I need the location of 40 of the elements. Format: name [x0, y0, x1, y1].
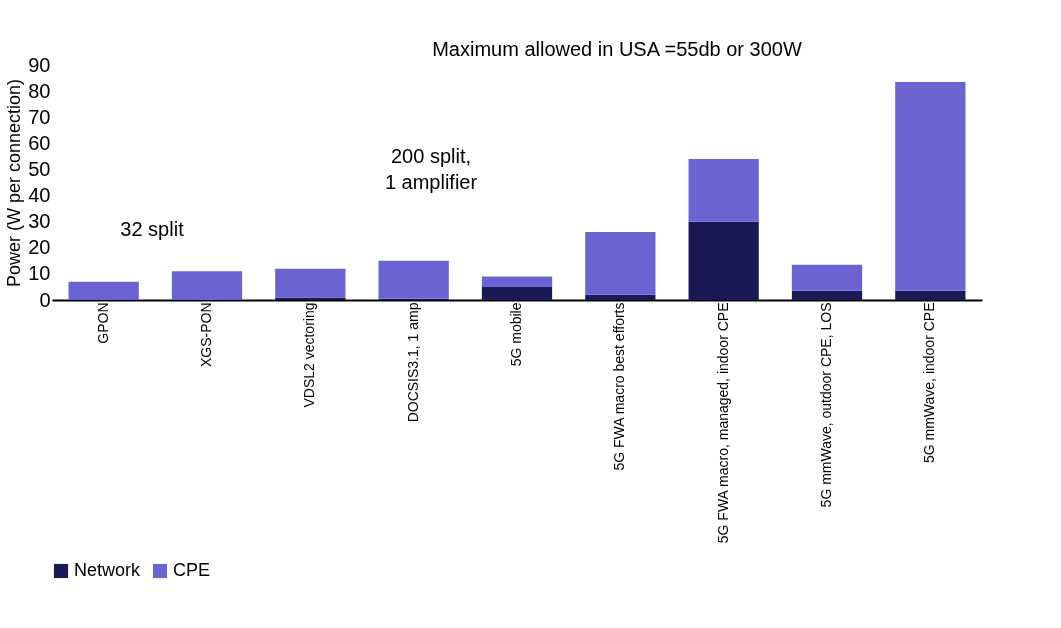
bar [585, 294, 656, 300]
y-tick-label: 40 [28, 184, 51, 207]
legend-label: Network [74, 560, 142, 580]
x-tick-label: 5G FWA macro best efforts [611, 302, 628, 471]
x-tick-label: 5G mmWave, indoor CPE [921, 302, 938, 464]
y-tick-label: 50 [28, 157, 51, 180]
bar [275, 297, 346, 300]
bar [895, 290, 966, 300]
y-tick-label: 30 [28, 210, 51, 233]
bar [895, 81, 966, 291]
y-tick-label: 10 [28, 262, 51, 285]
legend-label: CPE [173, 560, 211, 580]
x-tick-label: 5G FWA macro, managed, indoor CPE [714, 302, 731, 544]
x-tick-label: XGS-PON [198, 302, 214, 368]
x-tick-label: 5G mobile [508, 302, 524, 367]
bar [791, 264, 863, 291]
x-tick-label: GPON [94, 302, 111, 344]
bar [688, 221, 759, 300]
bar [378, 260, 449, 299]
bar [791, 290, 863, 300]
text: Maximum allowed in USA =55db or 300W [432, 38, 802, 60]
annotation: 32 split [120, 218, 185, 240]
y-tick-label: 20 [28, 236, 51, 259]
bar [585, 232, 656, 295]
bar [481, 286, 553, 300]
bar [481, 276, 553, 287]
y-tick-label: 60 [28, 131, 51, 154]
y-tick-label: 0 [39, 288, 51, 311]
x-tick-label: VDSL2 vectoring [301, 302, 318, 408]
y-axis-title: Power (W per connection) [4, 78, 25, 288]
annotation: 200 split, 1 amplifier [384, 145, 478, 193]
y-tick-label: 80 [28, 79, 51, 102]
y-tick-label: 70 [28, 105, 51, 128]
bar [688, 159, 759, 222]
y-tick-label: 90 [28, 53, 51, 76]
bar [68, 281, 139, 300]
bar [171, 271, 243, 300]
bar [275, 268, 346, 298]
x-tick-label: 5G mmWave, outdoor CPE, LOS [818, 302, 834, 508]
x-tick-label: DOCSIS3.1, 1 amp [404, 302, 421, 423]
